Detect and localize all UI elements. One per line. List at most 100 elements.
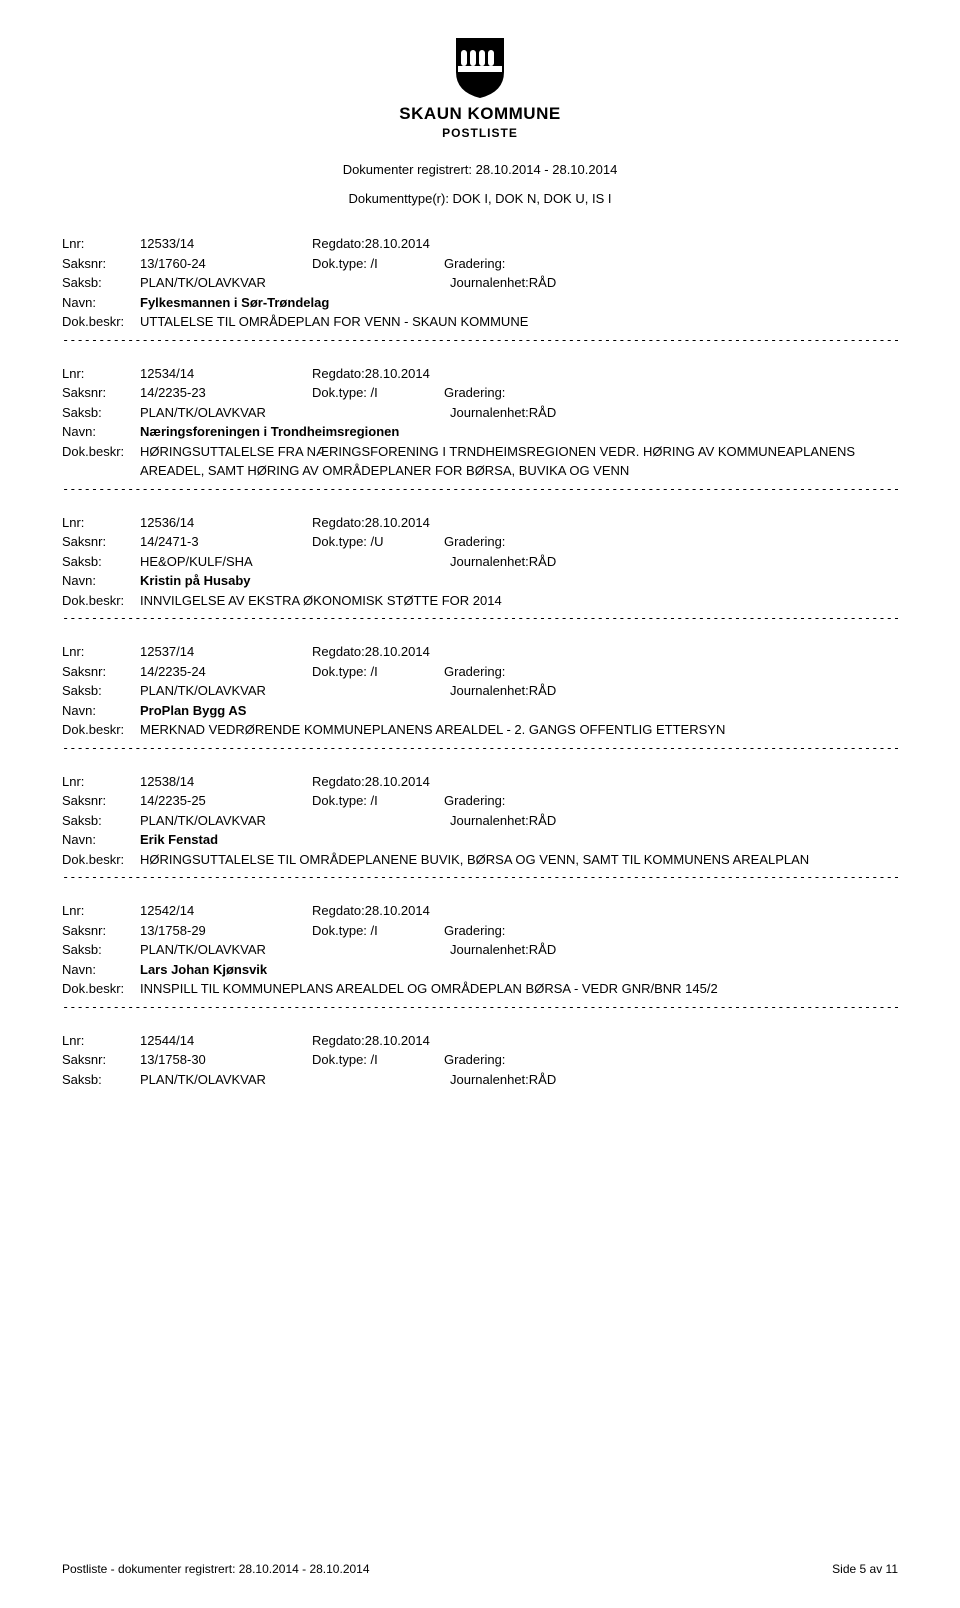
entry: Lnr:12544/14Regdato:28.10.2014 Saksnr:13/… [62, 1031, 898, 1090]
saksb-value: PLAN/TK/OLAVKVAR [140, 940, 450, 960]
gradering: Gradering: [444, 1050, 505, 1070]
lnr-label: Lnr: [62, 364, 140, 384]
saksb-value: PLAN/TK/OLAVKVAR [140, 681, 450, 701]
journalenhet: Journalenhet:RÅD [450, 681, 556, 701]
journalenhet: Journalenhet:RÅD [450, 403, 556, 423]
doktype: Dok.type: /I [312, 254, 404, 274]
journalenhet: Journalenhet:RÅD [450, 1070, 556, 1090]
lnr-label: Lnr: [62, 901, 140, 921]
saksb-label: Saksb: [62, 681, 140, 701]
navn-label: Navn: [62, 830, 140, 850]
saksnr-label: Saksnr: [62, 254, 140, 274]
saksb-value: HE&OP/KULF/SHA [140, 552, 450, 572]
navn-label: Navn: [62, 422, 140, 442]
dokbeskr-label: Dok.beskr: [62, 850, 140, 870]
navn-value: Fylkesmannen i Sør-Trøndelag [140, 293, 329, 313]
dokbeskr-value: INNSPILL TIL KOMMUNEPLANS AREALDEL OG OM… [140, 979, 898, 999]
saksb-value: PLAN/TK/OLAVKVAR [140, 403, 450, 423]
saksb-value: PLAN/TK/OLAVKVAR [140, 273, 450, 293]
navn-value: Erik Fenstad [140, 830, 218, 850]
saksb-label: Saksb: [62, 552, 140, 572]
navn-label: Navn: [62, 960, 140, 980]
gradering: Gradering: [444, 791, 505, 811]
footer-right: Side 5 av 11 [832, 1562, 898, 1576]
separator: ----------------------------------------… [62, 483, 898, 495]
dokbeskr-value: INNVILGELSE AV EKSTRA ØKONOMISK STØTTE F… [140, 591, 898, 611]
saksb-value: PLAN/TK/OLAVKVAR [140, 811, 450, 831]
navn-value: Kristin på Husaby [140, 571, 251, 591]
regdato: Regdato:28.10.2014 [312, 772, 430, 792]
crest-icon [452, 36, 508, 100]
lnr-value: 12544/14 [140, 1031, 312, 1051]
saksb-value: PLAN/TK/OLAVKVAR [140, 1070, 450, 1090]
lnr-value: 12536/14 [140, 513, 312, 533]
doktype: Dok.type: /I [312, 383, 404, 403]
saksb-label: Saksb: [62, 273, 140, 293]
navn-value: Lars Johan Kjønsvik [140, 960, 267, 980]
header: SKAUN KOMMUNE POSTLISTE Dokumenter regis… [62, 36, 898, 206]
entry: Lnr:12542/14Regdato:28.10.2014Saksnr:13/… [62, 901, 898, 999]
navn-value: ProPlan Bygg AS [140, 701, 246, 721]
gradering: Gradering: [444, 532, 505, 552]
dokbeskr-label: Dok.beskr: [62, 442, 140, 481]
regdato: Regdato:28.10.2014 [312, 1031, 430, 1051]
journalenhet: Journalenhet:RÅD [450, 940, 556, 960]
postliste-label: POSTLISTE [62, 126, 898, 140]
separator: ----------------------------------------… [62, 334, 898, 346]
gradering: Gradering: [444, 921, 505, 941]
dokbeskr-value: HØRINGSUTTALELSE TIL OMRÅDEPLANENE BUVIK… [140, 850, 898, 870]
lnr-value: 12533/14 [140, 234, 312, 254]
lnr-label: Lnr: [62, 642, 140, 662]
saksnr-value: 14/2235-24 [140, 662, 312, 682]
saksnr-value: 14/2471-3 [140, 532, 312, 552]
lnr-label: Lnr: [62, 234, 140, 254]
gradering: Gradering: [444, 662, 505, 682]
entries-list: Lnr:12533/14Regdato:28.10.2014Saksnr:13/… [62, 234, 898, 1089]
saksnr-value: 13/1758-30 [140, 1050, 312, 1070]
lnr-label: Lnr: [62, 772, 140, 792]
saksnr-label: Saksnr: [62, 662, 140, 682]
footer: Postliste - dokumenter registrert: 28.10… [62, 1562, 898, 1576]
gradering: Gradering: [444, 383, 505, 403]
saksnr-label: Saksnr: [62, 1050, 140, 1070]
saksb-label: Saksb: [62, 1070, 140, 1090]
entry: Lnr:12538/14Regdato:28.10.2014 Saksnr:14/… [62, 772, 898, 870]
separator: ----------------------------------------… [62, 871, 898, 883]
regdato: Regdato:28.10.2014 [312, 901, 430, 921]
entry: Lnr:12534/14Regdato:28.10.2014Saksnr:14/… [62, 364, 898, 481]
saksnr-value: 14/2235-23 [140, 383, 312, 403]
entry: Lnr:12537/14Regdato:28.10.2014Saksnr:14/… [62, 642, 898, 740]
journalenhet: Journalenhet:RÅD [450, 273, 556, 293]
dokbeskr-label: Dok.beskr: [62, 591, 140, 611]
doktype: Dok.type: /U [312, 532, 404, 552]
dokbeskr-label: Dok.beskr: [62, 720, 140, 740]
saksnr-label: Saksnr: [62, 532, 140, 552]
saksnr-value: 14/2235-25 [140, 791, 312, 811]
lnr-value: 12537/14 [140, 642, 312, 662]
regdato: Regdato:28.10.2014 [312, 234, 430, 254]
navn-label: Navn: [62, 701, 140, 721]
dokbeskr-label: Dok.beskr: [62, 312, 140, 332]
dokbeskr-value: HØRINGSUTTALELSE FRA NÆRINGSFORENING I T… [140, 442, 898, 481]
lnr-label: Lnr: [62, 1031, 140, 1051]
saksb-label: Saksb: [62, 811, 140, 831]
regdato: Regdato:28.10.2014 [312, 364, 430, 384]
entry: Lnr:12533/14Regdato:28.10.2014 Saksnr:13/… [62, 234, 898, 332]
gradering: Gradering: [444, 254, 505, 274]
saksb-label: Saksb: [62, 940, 140, 960]
footer-left: Postliste - dokumenter registrert: 28.10… [62, 1562, 370, 1576]
journalenhet: Journalenhet:RÅD [450, 552, 556, 572]
saksb-label: Saksb: [62, 403, 140, 423]
navn-label: Navn: [62, 293, 140, 313]
lnr-value: 12542/14 [140, 901, 312, 921]
page: SKAUN KOMMUNE POSTLISTE Dokumenter regis… [0, 0, 960, 1608]
saksnr-label: Saksnr: [62, 791, 140, 811]
saksnr-label: Saksnr: [62, 921, 140, 941]
lnr-value: 12538/14 [140, 772, 312, 792]
dokbeskr-value: MERKNAD VEDRØRENDE KOMMUNEPLANENS AREALD… [140, 720, 898, 740]
journalenhet: Journalenhet:RÅD [450, 811, 556, 831]
lnr-value: 12534/14 [140, 364, 312, 384]
regdato: Regdato:28.10.2014 [312, 513, 430, 533]
entry: Lnr:12536/14Regdato:28.10.2014Saksnr:14/… [62, 513, 898, 611]
saksnr-value: 13/1760-24 [140, 254, 312, 274]
